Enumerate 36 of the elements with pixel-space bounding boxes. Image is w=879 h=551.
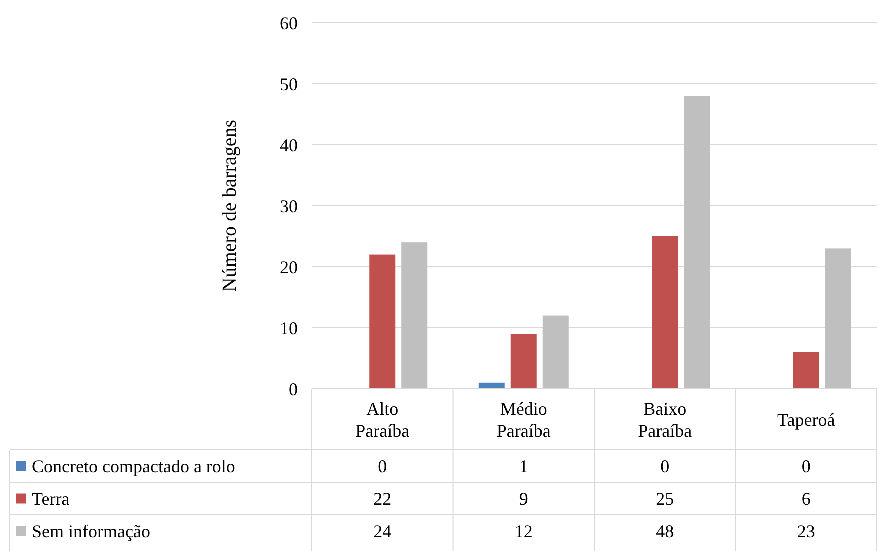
bar bbox=[510, 334, 537, 389]
data-label: 0 bbox=[660, 456, 670, 477]
bar bbox=[652, 236, 678, 389]
data-label: 24 bbox=[374, 522, 392, 542]
x-tick-label: Alto Paraíba bbox=[356, 398, 410, 441]
data-label: 48 bbox=[656, 522, 674, 542]
data-label: 0 bbox=[378, 456, 388, 477]
data-label: 9 bbox=[519, 489, 528, 510]
x-tick-label: Baixo Paraíba bbox=[638, 398, 692, 441]
bar bbox=[478, 382, 505, 389]
y-tick-label: 40 bbox=[280, 135, 298, 156]
legend-label: Sem informação bbox=[32, 522, 150, 542]
bar bbox=[542, 316, 569, 389]
data-label: 1 bbox=[519, 456, 528, 477]
data-label: 6 bbox=[802, 489, 811, 510]
data-label: 22 bbox=[374, 489, 392, 510]
bar bbox=[684, 96, 710, 389]
data-label: 0 bbox=[802, 456, 811, 477]
y-tick-label: 10 bbox=[280, 318, 298, 338]
data-label: 23 bbox=[797, 522, 816, 542]
bar bbox=[370, 254, 396, 389]
x-tick-label: Médio Paraíba bbox=[496, 398, 551, 441]
y-tick-label: 20 bbox=[280, 257, 298, 278]
bar bbox=[793, 352, 820, 389]
y-tick-label: 30 bbox=[280, 196, 298, 216]
y-tick-label: 60 bbox=[280, 13, 298, 34]
data-label: 12 bbox=[514, 522, 533, 542]
legend-label: Terra bbox=[32, 489, 70, 510]
y-tick-label: 0 bbox=[289, 379, 298, 400]
y-axis-title: Número de barragens bbox=[219, 120, 241, 292]
bar bbox=[402, 242, 428, 389]
legend-label: Concreto compactado a rolo bbox=[32, 456, 236, 477]
data-label: 25 bbox=[656, 489, 674, 510]
bar bbox=[825, 248, 852, 389]
x-tick-label: Taperoá bbox=[778, 410, 836, 430]
y-tick-label: 50 bbox=[280, 74, 298, 94]
